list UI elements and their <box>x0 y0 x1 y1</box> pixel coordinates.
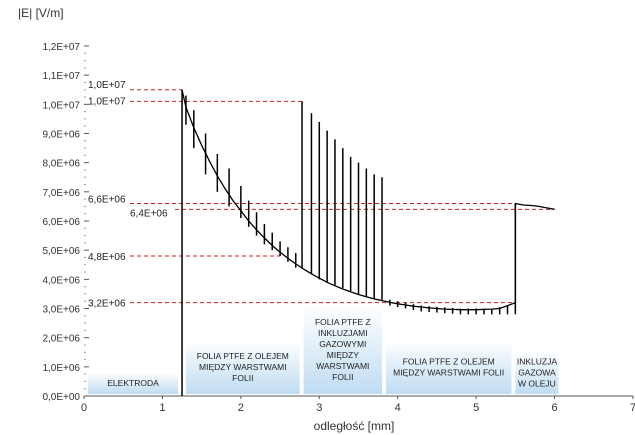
y-tick-label: 1,1E+07 <box>42 71 80 82</box>
region-box <box>385 340 512 394</box>
y-tick-label: 3,0E+06 <box>42 305 80 316</box>
field-curve <box>181 89 555 311</box>
y-tick-label: 8,0E+06 <box>42 159 80 170</box>
region-label: FOLIA PTFE Z OLEJEM MIĘDZY WARSTWAMI FOLII <box>197 351 289 383</box>
x-axis-label: odległość [mm] <box>314 419 395 433</box>
region-label: FOLIA PTFE Z OLEJEM MIĘDZY WARSTWAMI FOLI… <box>393 356 504 377</box>
axes-group: 0,0E+00 1,0E+06 2,0E+06 3,0E+06 4,0E+06 5,0E+… <box>42 42 635 414</box>
y-tick-label: 1,0E+06 <box>42 363 80 374</box>
x-tick-label: 6 <box>552 402 558 414</box>
region-box <box>87 372 179 394</box>
reference-label: 6,6E+06 <box>88 195 126 206</box>
x-tick-label: 4 <box>395 402 401 414</box>
region-label: ELEKTRODA <box>107 378 159 388</box>
region-box <box>515 352 559 394</box>
y-tick-label: 7,0E+06 <box>42 188 80 199</box>
y-tick-label: 0,0E+00 <box>42 392 80 403</box>
region-box <box>185 340 300 394</box>
reference-label: 4,8E+06 <box>88 252 126 263</box>
y-tick-label: 1,2E+07 <box>42 42 80 53</box>
region-box <box>303 305 383 394</box>
region-label: INKLUZJA GAZOWA W OLEJU <box>517 357 557 389</box>
y-tick-label: 5,0E+06 <box>42 246 80 257</box>
reference-label: 1,0E+07 <box>88 96 126 107</box>
x-tick-label: 2 <box>238 402 244 414</box>
reference-lines-group: 1,0E+07 1,0E+07 6,6E+06 6,4E+06 4,8E+06 3,2E+… <box>88 80 555 310</box>
x-tick-label: 3 <box>316 402 322 414</box>
y-tick-label: 9,0E+06 <box>42 130 80 141</box>
reference-label: 6,4E+06 <box>130 208 168 219</box>
x-tick-label: 7 <box>630 402 635 414</box>
region-labels-group: ELEKTRODA FOLIA PTFE Z OLEJEM MIĘDZY WARST… <box>87 305 559 394</box>
x-tick-label: 5 <box>473 402 479 414</box>
reference-label: 1,0E+07 <box>88 80 126 91</box>
x-tick-label: 0 <box>81 402 87 414</box>
reference-label: 3,2E+06 <box>88 299 126 310</box>
y-tick-label: 2,0E+06 <box>42 334 80 345</box>
x-tick-label: 1 <box>159 402 165 414</box>
region-label: FOLIA PTFE Z INKLUZJAMI GAZOWYMI MIĘDZY WARS… <box>315 317 371 382</box>
y-tick-label: 1,0E+07 <box>42 100 80 111</box>
curve-group <box>181 89 555 311</box>
y-axis-label: |E| [V/m] <box>18 6 64 20</box>
y-tick-label: 4,0E+06 <box>42 275 80 286</box>
y-tick-label: 6,0E+06 <box>42 217 80 228</box>
